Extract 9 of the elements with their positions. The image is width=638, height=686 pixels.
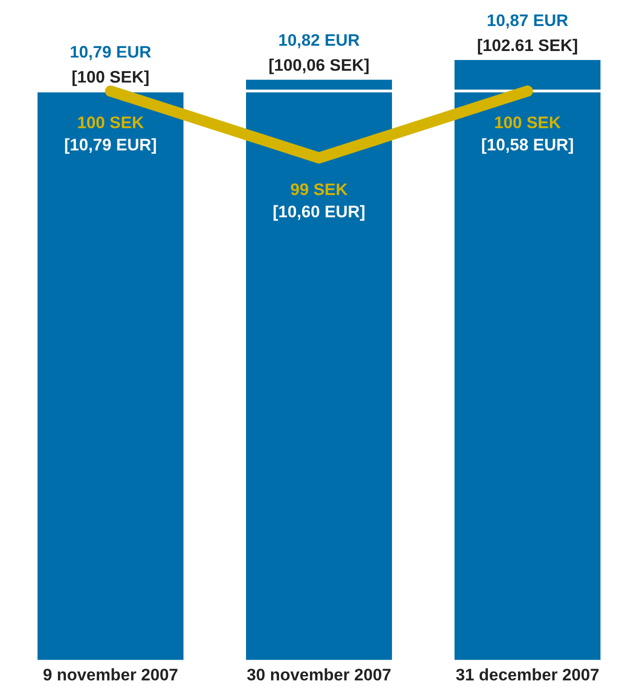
- x-tick-label: 30 november 2007: [247, 668, 391, 681]
- data-label: 100 SEK [10,79 EUR]: [65, 116, 156, 154]
- x-tick-label: 9 november 2007: [43, 668, 178, 681]
- data-label: 10,87 EUR [102.61 SEK]: [478, 14, 578, 54]
- data-label: 10,82 EUR [100,06 SEK]: [269, 34, 369, 74]
- data-label: 10,79 EUR [100 SEK]: [70, 46, 151, 86]
- data-label: 100 SEK [10,58 EUR]: [482, 116, 573, 154]
- data-label: 99 SEK [10,60 EUR]: [274, 183, 364, 221]
- x-tick-label: 31 december 2007: [456, 668, 599, 681]
